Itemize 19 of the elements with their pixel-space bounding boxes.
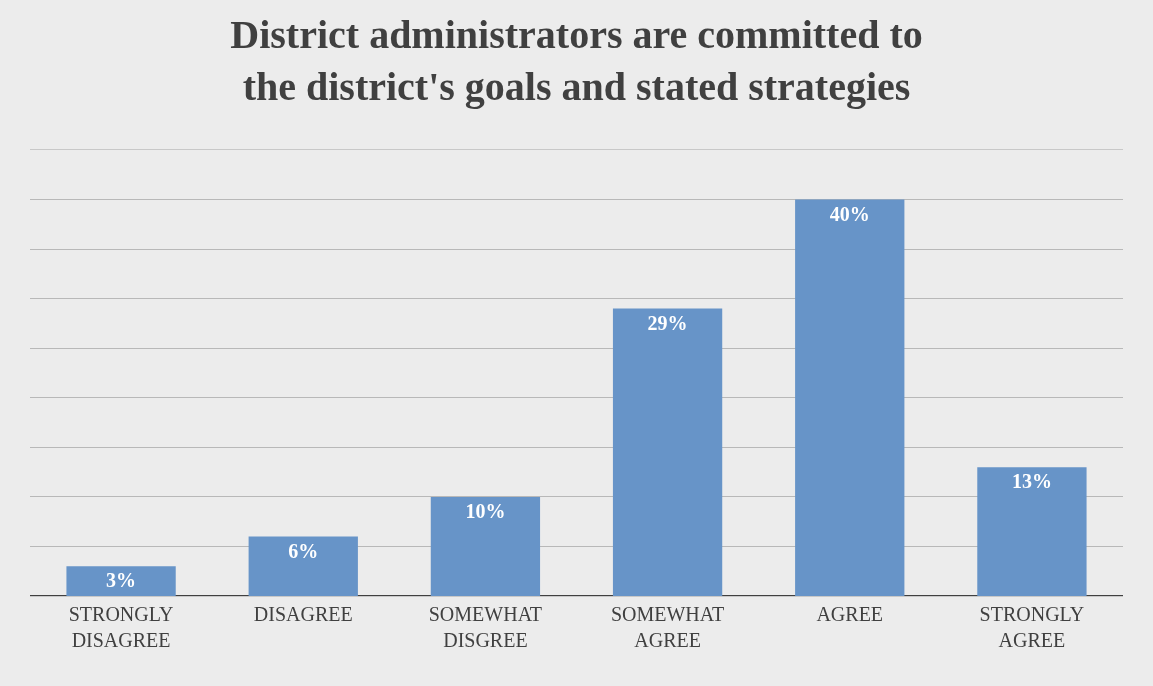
data-label: 40% xyxy=(829,202,870,225)
chart-title: District administrators are committed to the district's goals and stated strategies xyxy=(230,12,923,110)
x-tick-label: STRONGLY DISAGREE xyxy=(68,603,174,651)
bar xyxy=(612,308,723,596)
data-label: 3% xyxy=(106,569,137,592)
bar xyxy=(977,467,1087,596)
data-label: 13% xyxy=(1011,470,1052,493)
data-label: 29% xyxy=(647,311,688,334)
data-label: 6% xyxy=(288,539,319,562)
bar xyxy=(66,566,176,596)
bar xyxy=(430,496,541,596)
x-tick-label: AGREE xyxy=(816,603,884,625)
data-label: 10% xyxy=(465,499,506,522)
bar xyxy=(248,536,358,596)
x-tick-label: DISAGREE xyxy=(253,603,353,625)
x-tick-label: SOMEWHAT AGREE xyxy=(610,603,725,651)
x-tick-label: SOMEWHAT DISGREE xyxy=(428,603,543,651)
x-tick-label: STRONGLY AGREE xyxy=(979,603,1085,651)
bar xyxy=(795,199,905,596)
